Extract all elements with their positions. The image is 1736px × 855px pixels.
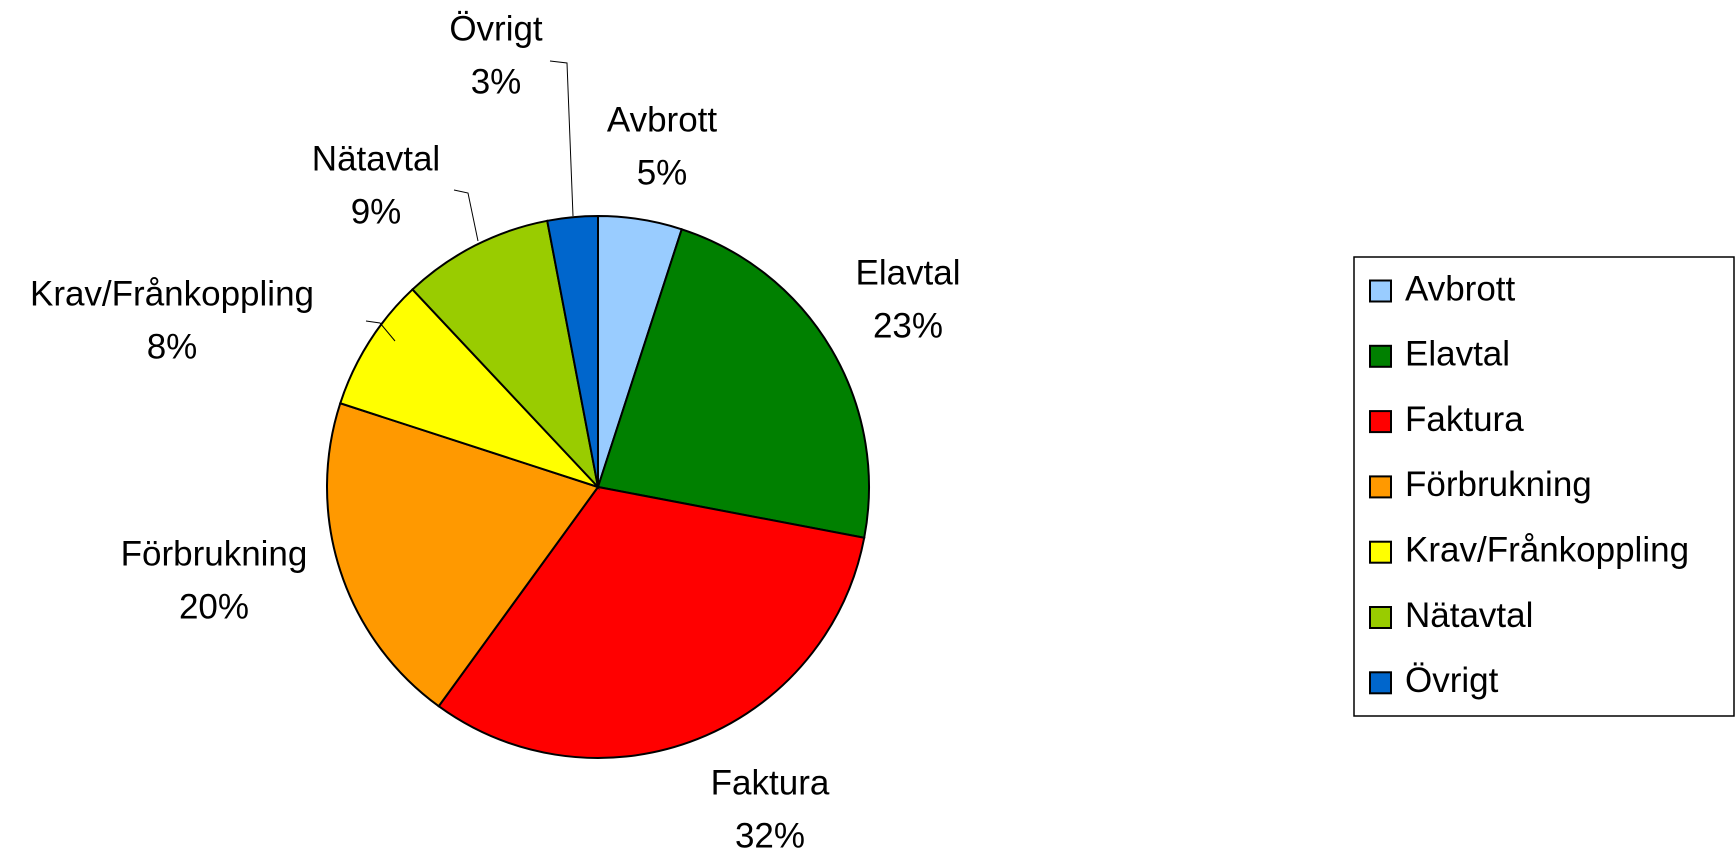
slice-value-label: 5%	[637, 153, 688, 192]
pie-slice	[326, 401, 600, 708]
legend-label: Avbrott	[1405, 269, 1516, 308]
pie-slice	[339, 288, 599, 488]
legend-label: Nätavtal	[1405, 596, 1533, 635]
legend-swatch	[1369, 475, 1392, 499]
pie-slice	[437, 485, 866, 759]
legend-label: Faktura	[1405, 400, 1524, 439]
leader-line	[549, 60, 574, 217]
leader-line	[453, 189, 479, 242]
slice-label: Avbrott	[607, 100, 718, 139]
slice-value-label: 20%	[179, 587, 249, 626]
legend-swatch	[1369, 606, 1392, 629]
legend-label: Elavtal	[1405, 335, 1510, 374]
slice-label: Övrigt	[449, 9, 543, 48]
pie-slice	[596, 228, 870, 539]
slice-value-label: 23%	[873, 306, 943, 345]
legend-swatch	[1369, 540, 1392, 564]
slice-label: Förbrukning	[121, 534, 308, 573]
slice-value-label: 8%	[147, 327, 198, 366]
legend-label: Krav/Frånkoppling	[1405, 530, 1689, 569]
legend-swatch	[1369, 344, 1392, 368]
legend-box	[1353, 256, 1735, 717]
slice-label: Nätavtal	[312, 139, 440, 178]
legend-swatch	[1369, 279, 1392, 303]
slice-value-label: 32%	[735, 816, 805, 855]
slice-label: Krav/Frånkoppling	[30, 274, 314, 313]
leader-line	[365, 320, 396, 342]
slice-label: Elavtal	[855, 253, 960, 292]
legend-swatch	[1369, 671, 1392, 695]
pie-slice	[546, 214, 599, 488]
legend-swatch	[1369, 410, 1392, 434]
slice-value-label: 3%	[471, 62, 522, 101]
slice-value-label: 9%	[351, 192, 402, 231]
pie-slice	[411, 219, 600, 491]
legend-label: Förbrukning	[1405, 465, 1592, 504]
slice-label: Faktura	[711, 763, 830, 802]
legend-label: Övrigt	[1405, 661, 1499, 700]
